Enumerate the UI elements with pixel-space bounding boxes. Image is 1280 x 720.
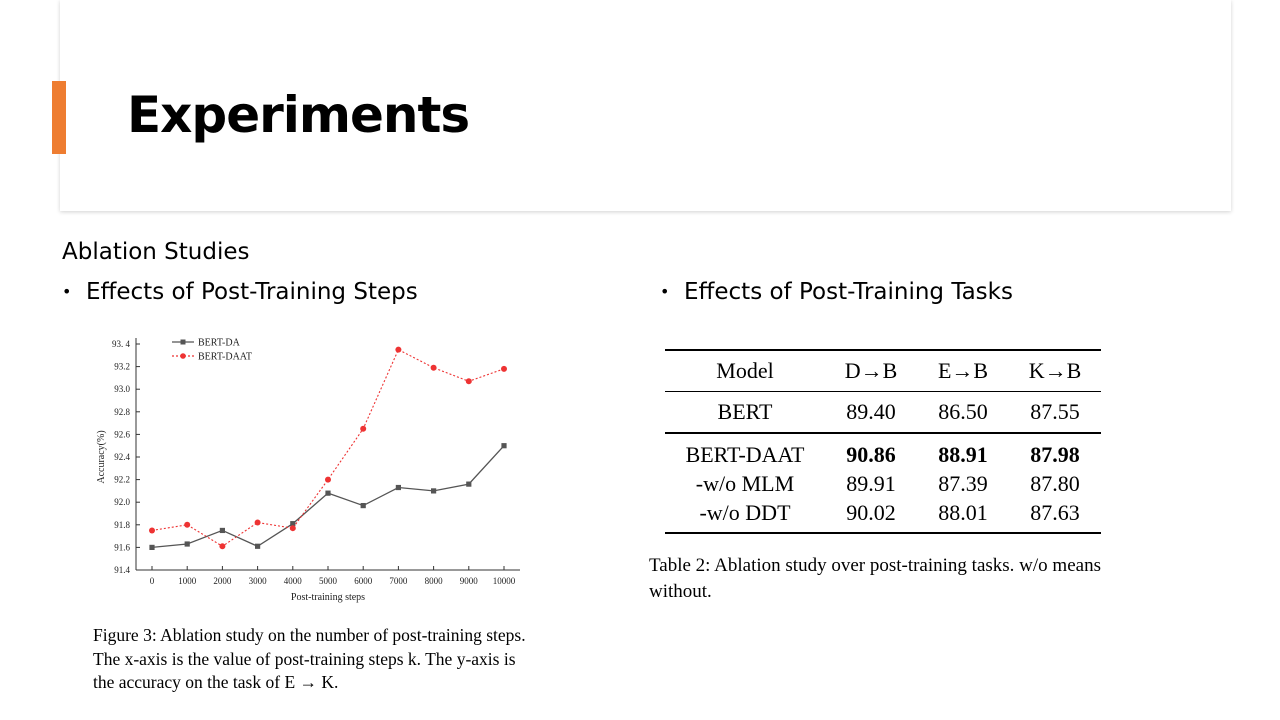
x-tick-label: 9000 xyxy=(460,576,479,586)
data-point xyxy=(325,490,331,496)
bullet-text: Effects of Post-Training Tasks xyxy=(684,279,1013,305)
table-header-row: Model D→B E→B K→B xyxy=(665,350,1101,392)
table-cell: -w/o DDT xyxy=(699,499,791,525)
y-tick-label: 93.2 xyxy=(114,362,130,372)
y-tick-label: 92.6 xyxy=(114,429,130,439)
y-tick-label: 91.8 xyxy=(114,520,130,530)
data-point xyxy=(395,484,401,491)
table-header-cell: E→B xyxy=(937,358,989,383)
data-point xyxy=(431,488,437,494)
y-tick-label: 92.4 xyxy=(114,452,130,462)
bullet-post-training-tasks: • Effects of Post-Training Tasks xyxy=(660,277,1013,307)
data-point xyxy=(219,543,226,550)
y-tick-label: 92.8 xyxy=(114,407,130,417)
x-tick-label: 10000 xyxy=(493,576,516,586)
x-tick-label: 0 xyxy=(150,576,155,586)
table-cell: 87.55 xyxy=(1030,399,1080,424)
data-point xyxy=(254,519,261,526)
x-tick-label: 5000 xyxy=(319,576,338,586)
data-point xyxy=(184,541,190,547)
table-caption: Table 2: Ablation study over post-traini… xyxy=(649,555,1101,602)
data-point xyxy=(325,476,331,483)
bullet-post-training-steps: • Effects of Post-Training Steps xyxy=(62,277,418,307)
data-point xyxy=(184,521,191,528)
data-point xyxy=(501,365,507,372)
table-cell: 87.39 xyxy=(938,470,988,496)
table-cell: BERT-DAAT xyxy=(685,441,805,467)
data-point xyxy=(430,364,437,371)
table-cell-bold: 88.91 xyxy=(938,441,988,467)
table-row: -w/o MLM 89.91 87.39 87.80 xyxy=(665,469,1101,498)
data-point xyxy=(255,543,261,549)
y-tick-label: 92.2 xyxy=(114,475,130,485)
legend-label: BERT-DA xyxy=(198,338,241,349)
table-cell: 90.02 xyxy=(846,499,896,525)
table-cell-bold: 90.86 xyxy=(846,441,896,467)
data-point xyxy=(149,544,155,550)
x-tick-label: 3000 xyxy=(249,576,268,586)
legend-marker xyxy=(180,339,186,345)
title-accent-bar xyxy=(52,81,66,154)
data-point xyxy=(360,425,367,432)
data-point xyxy=(289,525,296,532)
data-point xyxy=(290,521,296,527)
table-cell: -w/o MLM xyxy=(695,470,795,496)
y-tick-label: 93.0 xyxy=(114,384,130,394)
x-tick-label: 7000 xyxy=(389,576,408,586)
series-line-bert-daat xyxy=(151,348,505,547)
table-cell-bold: 87.98 xyxy=(1030,441,1080,467)
series-line-bert-da xyxy=(151,445,505,549)
data-point xyxy=(465,378,472,385)
x-tick-label: 4000 xyxy=(284,576,303,586)
x-axis-title: Post-training steps xyxy=(291,592,365,603)
bullet-dot: • xyxy=(62,282,72,301)
bullet-text: Effects of Post-Training Steps xyxy=(86,279,418,305)
table-cell: BERT xyxy=(717,399,773,424)
table-cell: 87.63 xyxy=(1030,499,1080,525)
x-tick-label: 6000 xyxy=(354,576,373,586)
table-cell: 87.80 xyxy=(1030,470,1080,496)
table-cell: 89.40 xyxy=(846,399,896,424)
ablation-table: Model D→B E→B K→B BERT 89.40 86.50 87.55… xyxy=(665,349,1101,534)
slide-title: Experiments xyxy=(127,86,470,144)
data-point xyxy=(360,502,366,509)
bullet-dot: • xyxy=(660,282,670,301)
table-cell: 87.98 xyxy=(1009,433,1101,469)
table-row: BERT 89.40 86.50 87.55 xyxy=(665,392,1101,434)
section-heading: Ablation Studies xyxy=(62,239,250,265)
table-header-cell: Model xyxy=(716,358,774,383)
data-point xyxy=(219,527,225,534)
y-axis-title: Accuracy(%) xyxy=(96,430,107,483)
x-tick-label: 2000 xyxy=(213,576,232,586)
table-cell: 90.86 xyxy=(825,433,917,469)
y-tick-label: 91.6 xyxy=(114,542,130,552)
x-tick-label: 1000 xyxy=(178,576,197,586)
table-cell: 86.50 xyxy=(938,399,988,424)
legend-label: BERT-DAAT xyxy=(198,352,252,363)
table-header-cell: K→B xyxy=(1028,358,1082,383)
legend-marker xyxy=(180,353,186,359)
data-point xyxy=(466,481,472,487)
table-cell: 88.01 xyxy=(938,499,988,525)
table-cell: 89.91 xyxy=(846,470,896,496)
data-point xyxy=(501,443,507,449)
figure-caption: Figure 3: Ablation study on the number o… xyxy=(93,625,526,692)
ablation-steps-chart: 91.4 91.6 91.8 92.0 92.2 92.4 92.6 92.8 93.0 93.2… xyxy=(96,338,520,603)
data-point xyxy=(149,527,155,534)
table-row: -w/o DDT 90.02 88.01 87.63 xyxy=(665,498,1101,533)
y-tick-label: 91.4 xyxy=(114,565,130,575)
title-card xyxy=(60,0,1231,211)
table-cell: 88.91 xyxy=(917,433,1009,469)
data-point xyxy=(395,346,402,353)
table-header-cell: D→B xyxy=(844,358,898,383)
y-tick-label: 92.0 xyxy=(114,497,130,507)
y-tick-label: 93. 4 xyxy=(112,339,131,349)
table-row: BERT-DAAT 90.86 88.91 87.98 xyxy=(665,433,1101,469)
x-tick-label: 8000 xyxy=(425,576,444,586)
